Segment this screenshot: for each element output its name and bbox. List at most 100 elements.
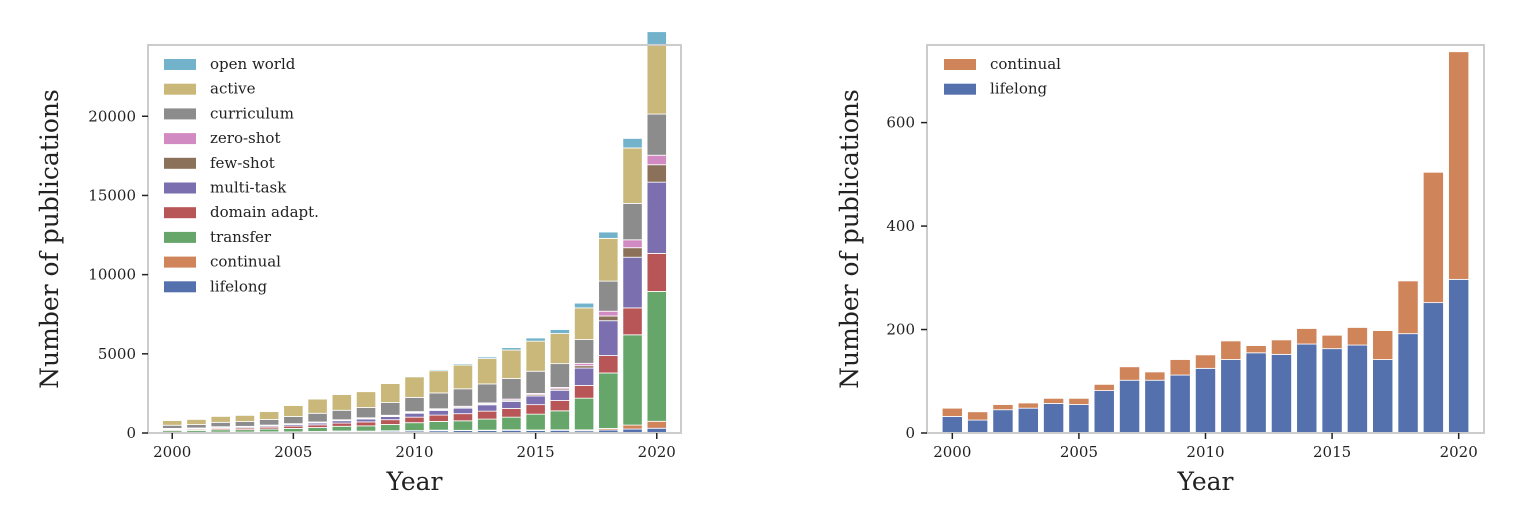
legend: continual lifelong (944, 55, 1061, 98)
bar-curriculum-2013 (477, 383, 498, 404)
bar-multi-task-2012 (452, 407, 474, 415)
bar-lifelong-2019 (1422, 302, 1444, 434)
bar-curriculum-2009 (380, 402, 401, 416)
bar-continual-2015 (1321, 334, 1343, 350)
bar-active-2011 (428, 370, 449, 394)
bar-open-world-2017 (574, 302, 595, 309)
bar-curriculum-2000 (162, 424, 183, 429)
legend-swatch-few-shot (164, 157, 196, 169)
bar-continual-2018 (1397, 280, 1419, 335)
legend-label-active: active (210, 80, 256, 98)
legend-swatch-lifelong (164, 281, 196, 293)
x-tick-label-2000: 2000 (153, 443, 191, 461)
bar-open-world-2020 (646, 31, 667, 45)
bar-active-2019 (622, 147, 643, 204)
bar-lifelong-2017 (1372, 359, 1394, 434)
legend-label-lifelong: lifelong (990, 80, 1048, 98)
bar-continual-2006 (1093, 383, 1115, 391)
bar-transfer-2013 (477, 418, 498, 431)
bar-continual-2019 (622, 424, 643, 430)
bars (162, 31, 667, 434)
legend-swatch-continual (944, 59, 976, 70)
bar-few-shot-2018 (598, 315, 619, 322)
bar-continual-2008 (1144, 371, 1166, 381)
bar-lifelong-2007 (1119, 379, 1141, 434)
x-tick-label-2015: 2015 (517, 443, 555, 461)
bar-curriculum-2002 (210, 421, 231, 428)
bar-lifelong-2020 (1448, 278, 1470, 434)
bar-continual-2002 (992, 404, 1014, 411)
bar-active-2016 (549, 333, 570, 365)
bar-active-2006 (307, 398, 328, 414)
bar-transfer-2007 (331, 425, 352, 432)
x-tick-label-2020: 2020 (1440, 443, 1478, 461)
legend-label-zero-shot: zero-shot (210, 129, 280, 147)
bar-lifelong-2006 (1093, 390, 1115, 434)
y-tick-label-5000: 5000 (98, 345, 136, 363)
bar-curriculum-2003 (234, 421, 256, 427)
bar-continual-2000 (941, 407, 963, 417)
bar-active-2012 (452, 364, 474, 390)
bar-multi-task-2020 (646, 181, 667, 254)
bar-lifelong-2010 (1194, 367, 1217, 434)
bar-open-world-2018 (598, 231, 619, 239)
bar-domain-adapt-2011 (428, 414, 449, 422)
bar-multi-task-2016 (549, 389, 570, 401)
bar-continual-2012 (1245, 345, 1267, 354)
legend: open world active curriculum zero-shot few-s… (164, 55, 319, 295)
legend-label-open-world: open world (210, 55, 296, 73)
bar-open-world-2014 (501, 347, 522, 351)
bar-active-2020 (646, 43, 667, 115)
x-tick-label-2010: 2010 (1186, 443, 1224, 461)
bar-domain-adapt-2012 (452, 413, 474, 422)
y-tick-label-600: 600 (886, 114, 915, 132)
bar-active-2010 (404, 376, 425, 398)
bar-multi-task-2019 (622, 256, 643, 309)
legend-label-few-shot: few-shot (210, 154, 275, 172)
bar-active-2007 (331, 394, 352, 411)
bar-active-2002 (210, 415, 231, 423)
bar-active-2008 (355, 391, 377, 408)
bar-open-world-2016 (549, 329, 570, 334)
bar-multi-task-2017 (574, 367, 595, 386)
bar-transfer-2018 (598, 372, 619, 429)
bar-active-2015 (525, 340, 546, 372)
bar-active-2009 (380, 383, 401, 403)
x-axis-label: Year (1177, 467, 1234, 496)
bar-continual-2004 (1043, 397, 1065, 404)
bar-domain-adapt-2007 (331, 422, 352, 427)
bar-continual-2011 (1220, 340, 1242, 360)
bar-lifelong-2012 (1245, 352, 1267, 434)
y-tick-label-0: 0 (126, 424, 136, 442)
y-tick-label-0: 0 (905, 424, 915, 442)
bar-zero-shot-2018 (598, 310, 619, 317)
bar-open-world-2019 (622, 138, 643, 149)
bar-continual-2009 (1169, 359, 1191, 376)
bar-domain-adapt-2017 (574, 385, 595, 399)
bar-active-2005 (283, 405, 304, 417)
bar-continual-2001 (967, 411, 989, 421)
bar-continual-2013 (1270, 339, 1292, 355)
bar-open-world-2010 (404, 375, 425, 378)
bar-active-2018 (598, 237, 619, 282)
bar-domain-adapt-2019 (622, 307, 643, 336)
y-axis-label: Number of publications (35, 89, 64, 389)
bar-lifelong-2018 (1397, 333, 1419, 434)
bar-active-2013 (477, 358, 498, 385)
bar-transfer-2014 (501, 416, 522, 431)
bar-curriculum-2004 (259, 419, 280, 426)
bar-lifelong-2009 (1169, 374, 1191, 434)
legend-swatch-curriculum (164, 108, 196, 120)
legend-swatch-transfer (164, 231, 196, 243)
bar-open-world-2011 (428, 369, 449, 372)
legend-swatch-active (164, 83, 196, 95)
bar-curriculum-2018 (598, 280, 619, 312)
bar-domain-adapt-2010 (404, 416, 425, 424)
bar-curriculum-2007 (331, 409, 352, 421)
bar-open-world-2009 (380, 382, 401, 384)
bar-lifelong-2011 (1220, 359, 1242, 434)
bar-domain-adapt-2018 (598, 355, 619, 374)
bar-curriculum-2005 (283, 416, 304, 425)
bar-curriculum-2014 (501, 378, 522, 400)
